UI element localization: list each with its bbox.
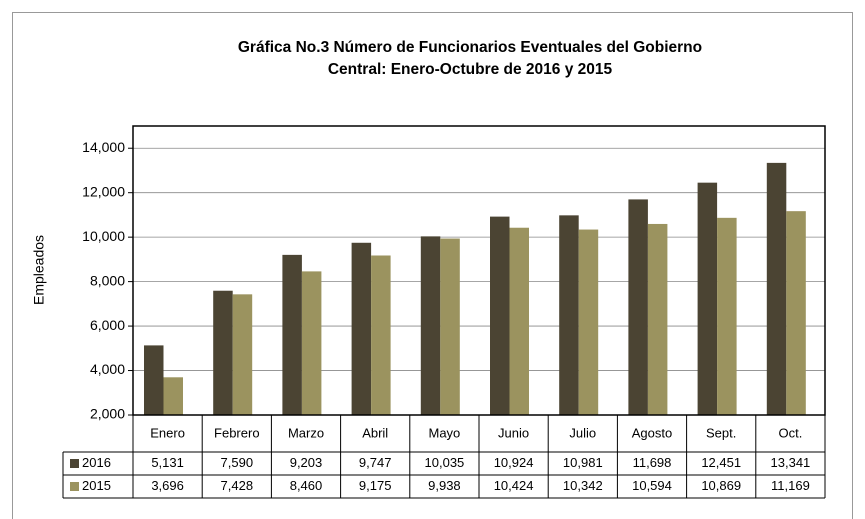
table-value: 8,460 — [290, 478, 323, 493]
bar — [232, 294, 253, 415]
bar — [440, 238, 460, 415]
bar — [578, 229, 599, 415]
table-value: 9,203 — [290, 455, 323, 470]
bar — [628, 199, 648, 415]
x-tick-label: Febrero — [214, 425, 260, 440]
table-value: 10,869 — [701, 478, 741, 493]
table-value: 9,747 — [359, 455, 392, 470]
legend-swatch — [70, 482, 79, 491]
x-tick-label: Julio — [569, 425, 596, 440]
bar — [559, 215, 579, 415]
table-value: 11,698 — [633, 455, 672, 470]
table-value: 10,981 — [563, 455, 603, 470]
bar — [490, 216, 510, 415]
y-tick-label: 6,000 — [90, 317, 125, 333]
bar — [420, 236, 441, 415]
bar — [766, 162, 787, 415]
x-tick-label: Sept. — [706, 425, 736, 440]
table-value: 9,938 — [428, 478, 461, 493]
legend-label: 2015 — [82, 478, 111, 493]
bar — [509, 227, 529, 415]
y-axis-label: Empleados — [31, 235, 47, 305]
x-tick-label: Marzo — [288, 425, 324, 440]
x-tick-label: Junio — [498, 425, 529, 440]
bar — [786, 211, 806, 415]
bar — [213, 290, 233, 415]
bar — [282, 254, 302, 415]
table-value: 10,424 — [494, 478, 534, 493]
bar — [351, 242, 372, 415]
bar — [371, 255, 391, 415]
y-tick-label: 8,000 — [90, 272, 125, 288]
chart-title: Central: Enero-Octubre de 2016 y 2015 — [328, 61, 613, 78]
x-tick-label: Agosto — [632, 425, 672, 440]
bar — [144, 345, 164, 415]
legend-swatch — [70, 459, 79, 468]
table-value: 10,594 — [632, 478, 672, 493]
y-tick-label: 2,000 — [90, 406, 125, 422]
table-value: 9,175 — [359, 478, 392, 493]
table-value: 3,696 — [151, 478, 184, 493]
bar — [163, 377, 183, 415]
table-value: 7,590 — [221, 455, 254, 470]
bar — [301, 271, 322, 415]
table-value: 12,451 — [701, 455, 741, 470]
y-tick-label: 14,000 — [82, 139, 125, 155]
table-value: 5,131 — [151, 455, 184, 470]
table-value: 10,035 — [425, 455, 465, 470]
table-value: 13,341 — [771, 455, 811, 470]
table-value: 10,342 — [563, 478, 603, 493]
chart-title: Gráfica No.3 Número de Funcionarios Even… — [238, 39, 702, 56]
x-tick-label: Oct. — [778, 425, 802, 440]
x-tick-label: Enero — [150, 425, 185, 440]
y-tick-label: 4,000 — [90, 361, 125, 377]
y-tick-label: 12,000 — [82, 183, 125, 199]
bar — [697, 182, 718, 415]
x-tick-label: Abril — [362, 425, 388, 440]
table-value: 11,169 — [771, 478, 810, 493]
table-value: 7,428 — [221, 478, 254, 493]
x-tick-label: Mayo — [429, 425, 461, 440]
table-value: 10,924 — [494, 455, 534, 470]
bar — [647, 223, 668, 415]
bar — [717, 217, 737, 415]
legend-label: 2016 — [82, 455, 111, 470]
y-tick-label: 10,000 — [82, 228, 125, 244]
